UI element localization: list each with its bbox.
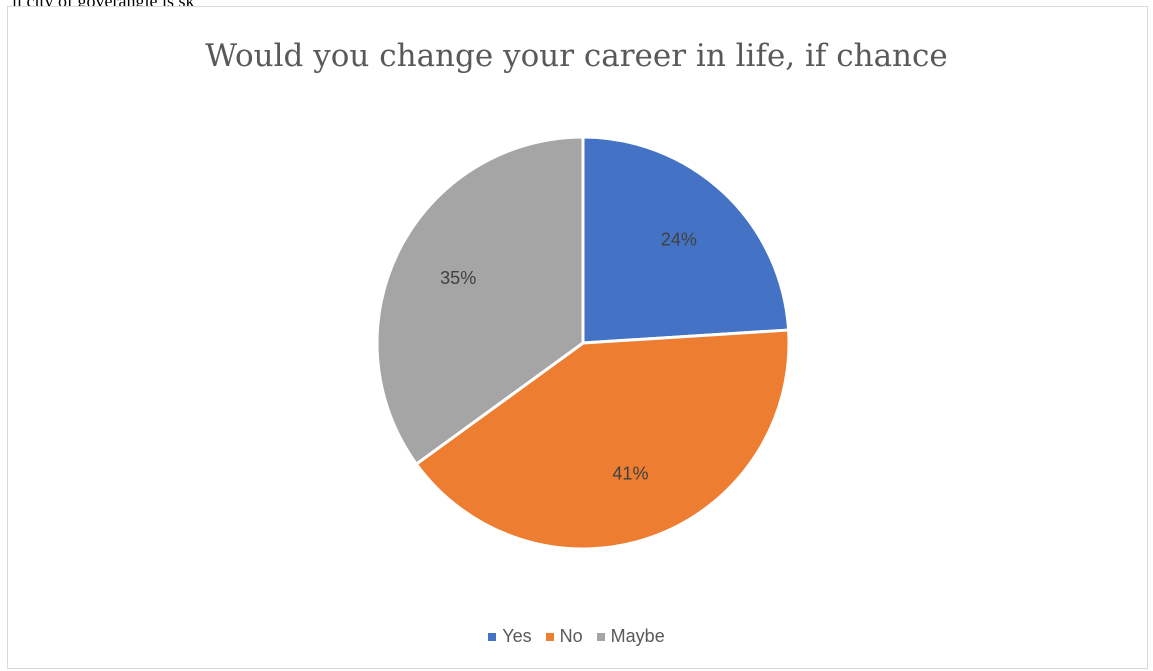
pie-data-labels: 24% 41% 35% (440, 230, 697, 484)
chart-title: Would you change your career in life, if… (205, 38, 948, 74)
legend-label-no: No (559, 626, 583, 646)
data-label-yes: 24% (661, 230, 697, 250)
legend-item-no: No (545, 626, 583, 647)
legend: Yes No Maybe (0, 626, 1153, 647)
legend-item-yes: Yes (488, 626, 532, 647)
legend-label-yes: Yes (502, 626, 532, 646)
cropped-header-text: ll city of goverangle is sk (12, 0, 194, 12)
legend-item-maybe: Maybe (596, 626, 665, 647)
legend-swatch-maybe (596, 632, 605, 641)
pie-slice-yes (581, 135, 791, 345)
data-label-maybe: 35% (440, 268, 476, 288)
legend-swatch-no (545, 632, 554, 641)
pie-slices (375, 135, 791, 551)
legend-swatch-yes (488, 632, 497, 641)
pie-slice-maybe (375, 135, 585, 466)
pie-slice-no (414, 328, 791, 551)
legend-label-maybe: Maybe (610, 626, 665, 646)
data-label-no: 41% (612, 464, 648, 484)
